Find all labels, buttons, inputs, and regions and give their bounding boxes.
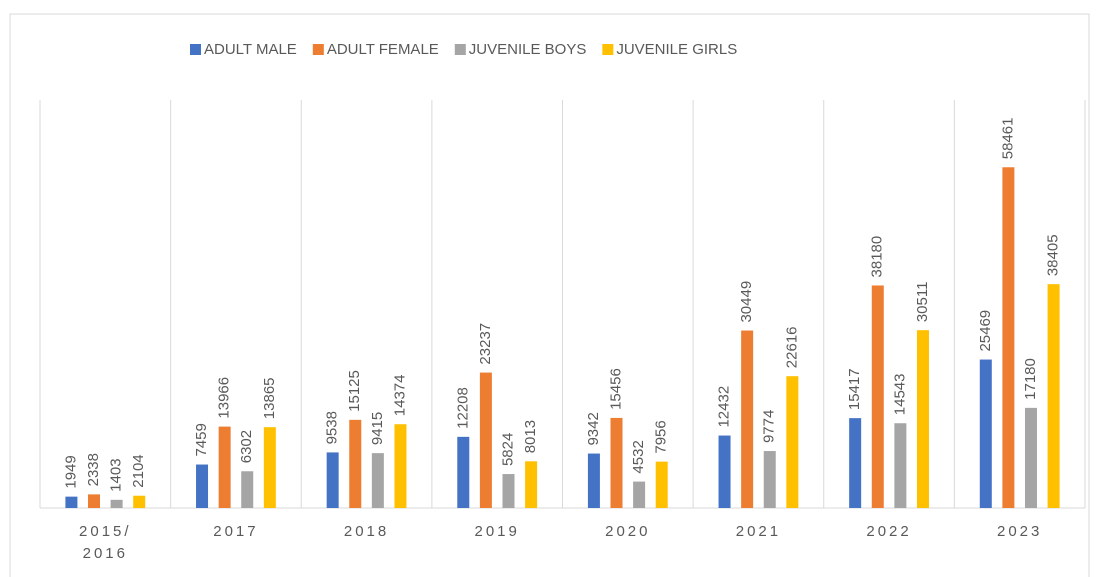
data-label: 58461	[999, 118, 1016, 160]
x-tick-label: 2015/ 2016	[79, 523, 132, 562]
data-label: 13865	[261, 377, 278, 419]
data-label: 9415	[369, 412, 386, 445]
data-label: 4532	[630, 440, 647, 473]
data-label: 13966	[216, 377, 233, 419]
bar	[394, 424, 407, 508]
legend-label: ADULT FEMALE	[327, 41, 439, 58]
bar	[871, 285, 884, 508]
data-label: 12432	[716, 386, 733, 428]
x-tick-label: 2019	[474, 523, 520, 540]
bar	[525, 461, 538, 508]
legend-label: ADULT MALE	[204, 41, 297, 58]
data-label: 30449	[738, 281, 755, 323]
data-label: 15417	[846, 368, 863, 410]
legend-swatch	[454, 44, 466, 55]
bar	[241, 471, 254, 508]
bar	[110, 499, 123, 508]
data-label: 23237	[477, 323, 494, 365]
bar	[916, 330, 929, 508]
bar	[587, 453, 600, 508]
data-label: 30511	[914, 282, 931, 323]
data-label: 1403	[108, 458, 125, 491]
x-tick-label: 2023	[997, 523, 1043, 540]
bar	[979, 359, 992, 508]
data-label: 38180	[869, 236, 886, 278]
data-label: 12208	[454, 387, 471, 429]
bar	[786, 376, 799, 508]
bar	[763, 451, 776, 508]
data-label: 2104	[130, 454, 147, 487]
bar	[718, 435, 731, 508]
bar	[349, 419, 362, 508]
data-label: 25469	[977, 310, 994, 352]
bar	[133, 495, 146, 508]
x-tick-label: 2021	[735, 523, 782, 540]
data-label: 14374	[391, 375, 408, 417]
chart-frame	[9, 13, 1090, 577]
data-label: 22616	[783, 326, 800, 368]
bar	[88, 494, 101, 508]
data-label: 9774	[761, 410, 778, 443]
bar	[1002, 167, 1015, 508]
bar	[894, 423, 907, 508]
data-label: 15125	[346, 370, 363, 412]
legend-swatch	[312, 44, 324, 55]
data-label: 38405	[1045, 234, 1062, 276]
bar	[1047, 284, 1060, 508]
bar	[1024, 407, 1037, 508]
legend-label: JUVENILE BOYS	[469, 41, 587, 58]
data-label: 2338	[85, 453, 102, 486]
bar	[457, 436, 470, 508]
bar	[741, 330, 754, 508]
data-label: 9538	[324, 411, 341, 444]
bar	[849, 418, 862, 508]
legend-swatch	[190, 44, 201, 55]
bar	[371, 453, 384, 508]
x-tick-label: 2017	[213, 523, 259, 540]
bar	[196, 464, 209, 508]
bar	[263, 427, 276, 508]
x-tick-label: 2020	[605, 523, 651, 540]
bar	[65, 496, 78, 508]
data-label: 8013	[522, 420, 539, 453]
legend-swatch	[602, 44, 614, 55]
data-label: 1949	[62, 455, 79, 488]
x-tick-label: 2022	[866, 523, 912, 540]
bar	[218, 426, 231, 508]
bar	[502, 474, 515, 508]
bar	[610, 417, 623, 508]
bar	[655, 461, 668, 508]
data-label: 6302	[238, 430, 255, 463]
data-label: 7956	[653, 420, 670, 453]
x-tick-label: 2018	[343, 523, 390, 540]
legend-label: JUVENILE GIRLS	[616, 41, 737, 58]
data-label: 14543	[891, 374, 908, 416]
bar	[326, 452, 339, 508]
bar	[633, 481, 646, 508]
data-label: 9342	[585, 412, 602, 445]
bar	[479, 372, 492, 508]
data-label: 17180	[1022, 358, 1039, 400]
data-label: 15456	[607, 368, 624, 410]
data-label: 7459	[193, 423, 210, 456]
data-label: 5824	[499, 433, 516, 466]
